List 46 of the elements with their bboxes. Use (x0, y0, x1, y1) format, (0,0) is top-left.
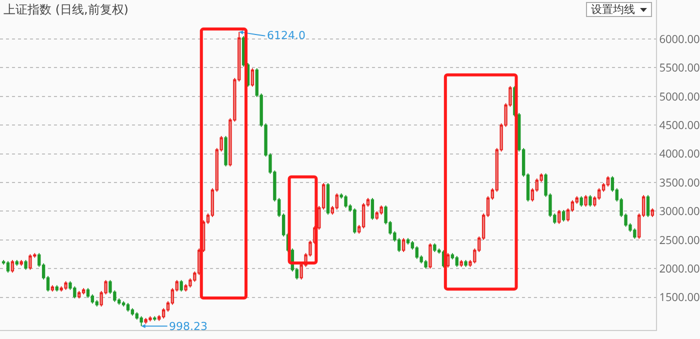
candlestick (153, 316, 156, 322)
candlestick (15, 259, 18, 266)
y-tick-label: 3500.00 (659, 175, 700, 190)
y-tick-label: 4000.00 (659, 146, 700, 162)
y-tick-label: 3000.00 (659, 204, 700, 220)
candlestick (460, 259, 463, 268)
dropdown-button: 设置均线 (586, 2, 652, 17)
candlestick (250, 68, 254, 88)
candlestick (558, 210, 561, 224)
y-tick-label: 4500.00 (659, 118, 700, 133)
candlestick (82, 288, 86, 295)
candlestick (428, 242, 432, 270)
candlestick (10, 259, 14, 274)
candlestick (584, 194, 588, 208)
chart-title: 上证指数 (日线,前复权) (4, 2, 128, 16)
candlestick (180, 280, 183, 292)
annotation: 设置均线 (591, 3, 635, 16)
candlestick (455, 255, 458, 268)
y-tick-label: 5000.00 (659, 89, 700, 104)
candlestick (24, 259, 28, 270)
candlestick (370, 198, 374, 220)
y-tick-label: 1500.00 (659, 290, 700, 306)
y-tick-label: 2000.00 (659, 261, 700, 276)
candlestick (78, 290, 81, 299)
candlestick (20, 259, 23, 266)
candlestick (464, 259, 468, 268)
y-tick-label: 2500.00 (659, 232, 700, 248)
candlestick (580, 196, 583, 208)
candlestick (326, 182, 330, 216)
candlestick (50, 284, 54, 292)
candlestick (55, 284, 58, 292)
y-tick-label: 6000.00 (659, 32, 700, 47)
candlestick (126, 302, 130, 312)
candlestick (562, 210, 566, 222)
candlestick (588, 194, 592, 208)
candlestick (433, 242, 436, 252)
candlestick (224, 136, 228, 167)
annotation: 6124.0 (267, 29, 306, 42)
candlestick (646, 194, 650, 218)
candlestick (402, 238, 406, 252)
candlestick (606, 176, 610, 188)
candlestick (140, 316, 143, 327)
y-tick-label: 5500.00 (659, 60, 700, 76)
candlestick (650, 208, 654, 218)
annotation: 998.23 (169, 320, 208, 333)
candlestick (6, 260, 10, 274)
